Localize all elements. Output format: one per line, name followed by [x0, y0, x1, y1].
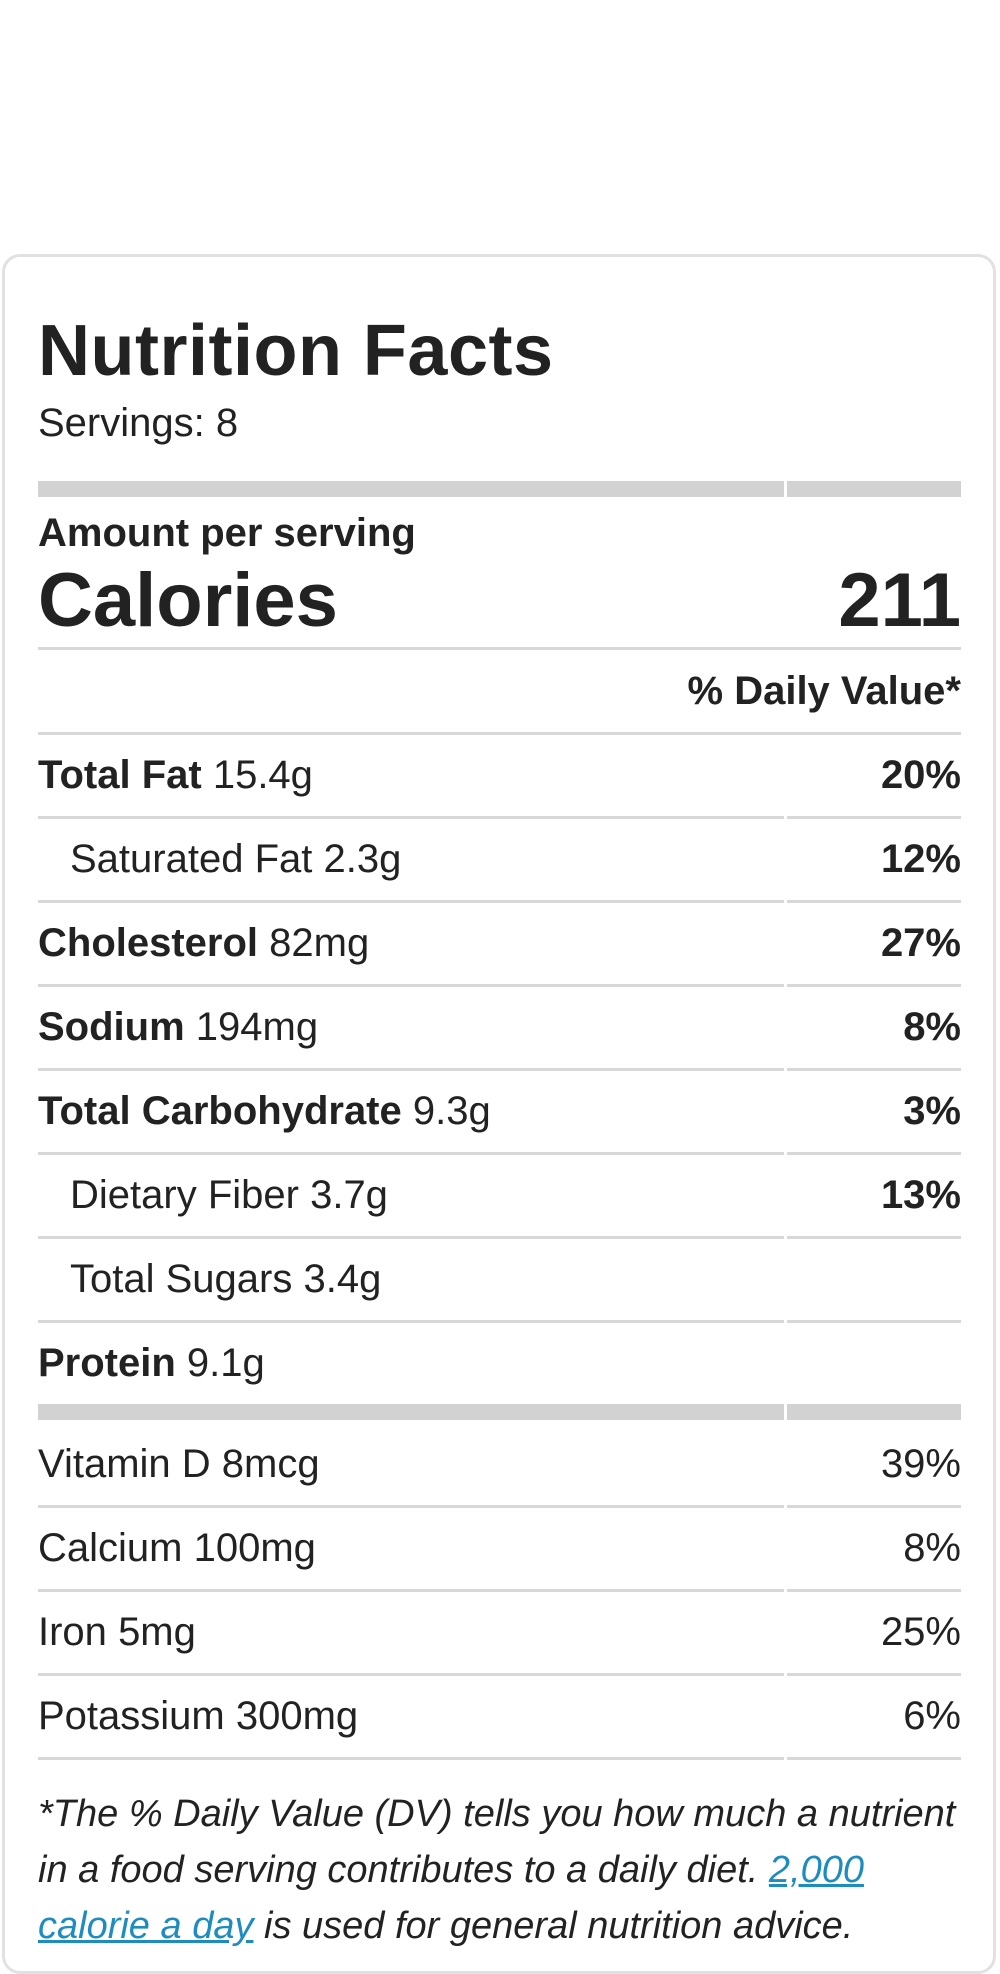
vitamin-daily-value: 25% [880, 1610, 961, 1654]
nutrient-row-dietary-fiber: Dietary Fiber 3.7g 13% [38, 1155, 961, 1239]
nutrient-row-sodium: Sodium 194mg 8% [38, 987, 961, 1071]
vitamin-row-vitamin-d: Vitamin D 8mcg 39% [38, 1424, 961, 1508]
section-divider-thick [38, 481, 961, 497]
vitamin-daily-value: 6% [903, 1694, 961, 1738]
vitamin-daily-value: 39% [880, 1442, 961, 1486]
nutrient-row-total-carbohydrate: Total Carbohydrate 9.3g 3% [38, 1071, 961, 1155]
nutrient-daily-value: 27% [880, 921, 961, 965]
daily-value-header: % Daily Value* [38, 650, 961, 735]
vitamin-row-potassium: Potassium 300mg 6% [38, 1676, 961, 1760]
nutrient-daily-value: 20% [880, 753, 961, 797]
calories-row: Calories 211 [38, 559, 961, 650]
nutrition-label: Nutrition Facts Servings: 8 Amount per s… [2, 254, 996, 1974]
nutrient-name: Total Carbohydrate 9.3g [38, 1089, 491, 1133]
nutrient-daily-value: 12% [880, 837, 961, 881]
nutrient-row-saturated-fat: Saturated Fat 2.3g 12% [38, 819, 961, 903]
servings-count: Servings: 8 [38, 401, 239, 445]
nutrient-row-total-sugars: Total Sugars 3.4g [38, 1239, 961, 1323]
nutrient-daily-value: 13% [880, 1173, 961, 1217]
vitamin-name: Iron 5mg [38, 1610, 196, 1654]
section-divider-thick [38, 1404, 961, 1420]
nutrient-name: Total Fat 15.4g [38, 753, 313, 797]
nutrient-row-total-fat: Total Fat 15.4g 20% [38, 735, 961, 819]
nutrient-row-protein: Protein 9.1g [38, 1323, 961, 1407]
calories-value: 211 [838, 558, 961, 643]
nutrient-name: Total Sugars 3.4g [70, 1257, 382, 1301]
label-title: Nutrition Facts [38, 311, 554, 391]
amount-per-serving: Amount per serving [38, 511, 416, 555]
nutrient-name: Cholesterol 82mg [38, 921, 370, 965]
nutrient-name: Protein 9.1g [38, 1341, 265, 1385]
vitamin-row-iron: Iron 5mg 25% [38, 1592, 961, 1676]
nutrient-row-cholesterol: Cholesterol 82mg 27% [38, 903, 961, 987]
nutrient-daily-value: 8% [903, 1005, 961, 1049]
vitamin-name: Calcium 100mg [38, 1526, 316, 1570]
calorie-reference-link[interactable]: 2,000 calorie a day [38, 1849, 864, 1947]
nutrient-name: Saturated Fat 2.3g [70, 837, 402, 881]
nutrient-daily-value: 3% [903, 1089, 961, 1133]
calories-label: Calories [38, 558, 338, 643]
nutrient-name: Sodium 194mg [38, 1005, 319, 1049]
vitamin-daily-value: 8% [903, 1526, 961, 1570]
vitamin-row-calcium: Calcium 100mg 8% [38, 1508, 961, 1592]
daily-value-footnote: *The % Daily Value (DV) tells you how mu… [38, 1793, 956, 1947]
nutrient-name: Dietary Fiber 3.7g [70, 1173, 388, 1217]
vitamin-name: Potassium 300mg [38, 1694, 359, 1738]
vitamin-name: Vitamin D 8mcg [38, 1442, 320, 1486]
